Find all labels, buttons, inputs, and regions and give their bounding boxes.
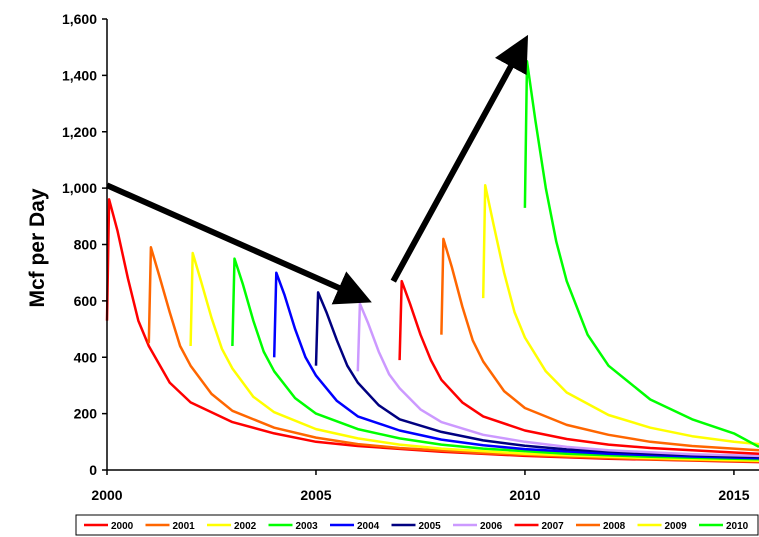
y-ticks: 0 200 400 600 800 1,000 1,200 1,400 1,600 — [62, 11, 107, 478]
series-2008-line — [440, 237, 759, 452]
x-tick-label: 2000 — [91, 487, 122, 503]
legend-label-2003: 2003 — [296, 521, 319, 532]
x-ticks: 2000 2005 2010 2015 — [91, 470, 750, 503]
x-tick-label: 2005 — [300, 487, 331, 503]
legend-label-2009: 2009 — [665, 521, 688, 532]
legend-label-2007: 2007 — [542, 521, 565, 532]
annotations — [105, 34, 529, 305]
series-2010-line — [523, 60, 759, 449]
legend-label-2002: 2002 — [234, 521, 257, 532]
x-tick-label: 2015 — [718, 487, 749, 503]
series-2004-line — [272, 271, 759, 460]
y-tick-label: 600 — [74, 293, 98, 309]
series-2002-line — [189, 251, 759, 462]
x-tick-label: 2010 — [509, 487, 540, 503]
legend-box — [75, 514, 759, 536]
legend-label-2010: 2010 — [726, 521, 749, 532]
legend: 2000 2001 2002 2003 2004 2005 2006 2007 2008 2009… — [75, 514, 759, 536]
series-2009-line — [481, 184, 759, 446]
legend-label-2001: 2001 — [173, 521, 196, 532]
y-tick-label: 1,200 — [62, 124, 97, 140]
y-tick-label: 800 — [74, 237, 98, 253]
y-tick-label: 0 — [89, 462, 97, 478]
y-tick-label: 200 — [74, 406, 98, 422]
series-2006-line — [356, 302, 759, 458]
legend-label-2008: 2008 — [603, 521, 626, 532]
y-axis-label: Mcf per Day — [26, 188, 49, 307]
series-2005-line — [314, 291, 759, 459]
y-tick-label: 1,600 — [62, 11, 97, 27]
legend-label-2004: 2004 — [357, 521, 380, 532]
axes — [106, 19, 759, 471]
legend-label-2005: 2005 — [419, 521, 442, 532]
y-tick-label: 400 — [74, 349, 98, 365]
y-tick-label: 1,400 — [62, 67, 97, 83]
plot-lines — [105, 60, 759, 464]
series-2000-line — [105, 198, 759, 464]
series-2007-line — [398, 279, 759, 455]
trend-arrow-2 — [390, 34, 529, 283]
legend-label-2000: 2000 — [111, 521, 134, 532]
legend-label-2006: 2006 — [480, 521, 503, 532]
trend-arrow-1 — [105, 182, 372, 305]
y-tick-label: 1,000 — [62, 180, 97, 196]
series-2003-line — [231, 257, 759, 461]
